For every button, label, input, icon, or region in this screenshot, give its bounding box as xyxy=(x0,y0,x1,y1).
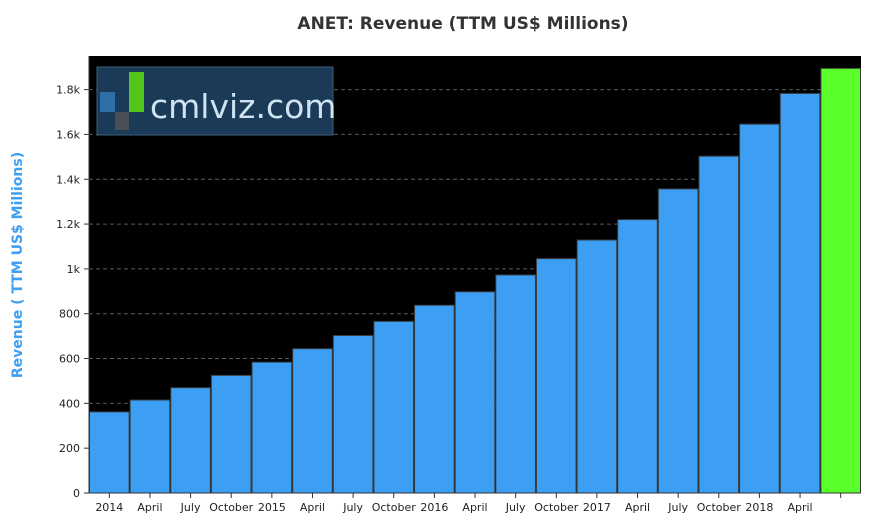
bar xyxy=(820,67,861,494)
y-tick-label: 200 xyxy=(59,442,80,455)
x-tick-label: 2018 xyxy=(745,501,773,514)
bar xyxy=(129,399,171,494)
x-tick-label: October xyxy=(534,501,578,514)
x-tick-label: April xyxy=(300,501,325,514)
bar xyxy=(210,374,252,494)
x-tick-label: July xyxy=(180,501,201,514)
bar xyxy=(739,123,780,494)
logo-text: cmlviz.com xyxy=(150,87,336,126)
y-tick-label: 1.6k xyxy=(56,128,80,141)
bar xyxy=(170,387,211,494)
x-tick-label: October xyxy=(372,501,416,514)
y-tick-label: 800 xyxy=(59,308,80,321)
bar xyxy=(251,361,293,494)
y-tick-label: 1.4k xyxy=(56,173,80,186)
bar xyxy=(89,411,130,494)
x-tick-label: October xyxy=(697,501,741,514)
bar xyxy=(657,188,699,494)
bar xyxy=(454,291,496,494)
x-tick-label: April xyxy=(787,501,812,514)
y-tick-label: 1.2k xyxy=(56,218,80,231)
x-tick-label: October xyxy=(209,501,253,514)
chart-title: ANET: Revenue (TTM US$ Millions) xyxy=(297,14,629,34)
bar xyxy=(698,155,740,494)
x-tick-label: April xyxy=(625,501,650,514)
bar xyxy=(414,304,455,494)
x-tick-label: 2017 xyxy=(583,501,611,514)
x-tick-label: 2014 xyxy=(95,501,123,514)
y-tick-label: 400 xyxy=(59,397,80,410)
x-tick-label: July xyxy=(667,501,688,514)
logo-mark-gray xyxy=(115,112,129,130)
x-tick-label: April xyxy=(137,501,162,514)
x-tick-label: 2015 xyxy=(258,501,286,514)
bar xyxy=(779,92,821,494)
bar xyxy=(495,274,536,494)
x-tick-label: 2016 xyxy=(420,501,448,514)
x-tick-label: April xyxy=(462,501,487,514)
logo-mark-green xyxy=(129,72,144,112)
bar xyxy=(292,348,333,494)
bar xyxy=(535,258,577,494)
y-tick-label: 600 xyxy=(59,353,80,366)
x-tick-label: July xyxy=(505,501,526,514)
logo-mark-blue xyxy=(100,92,115,112)
y-tick-label: 1.8k xyxy=(56,84,80,97)
x-tick-label: July xyxy=(342,501,363,514)
bar xyxy=(373,320,415,494)
bar xyxy=(332,334,374,494)
y-tick-label: 0 xyxy=(73,487,80,500)
bar xyxy=(576,239,618,494)
bar xyxy=(617,219,658,494)
y-tick-label: 1k xyxy=(67,263,81,276)
